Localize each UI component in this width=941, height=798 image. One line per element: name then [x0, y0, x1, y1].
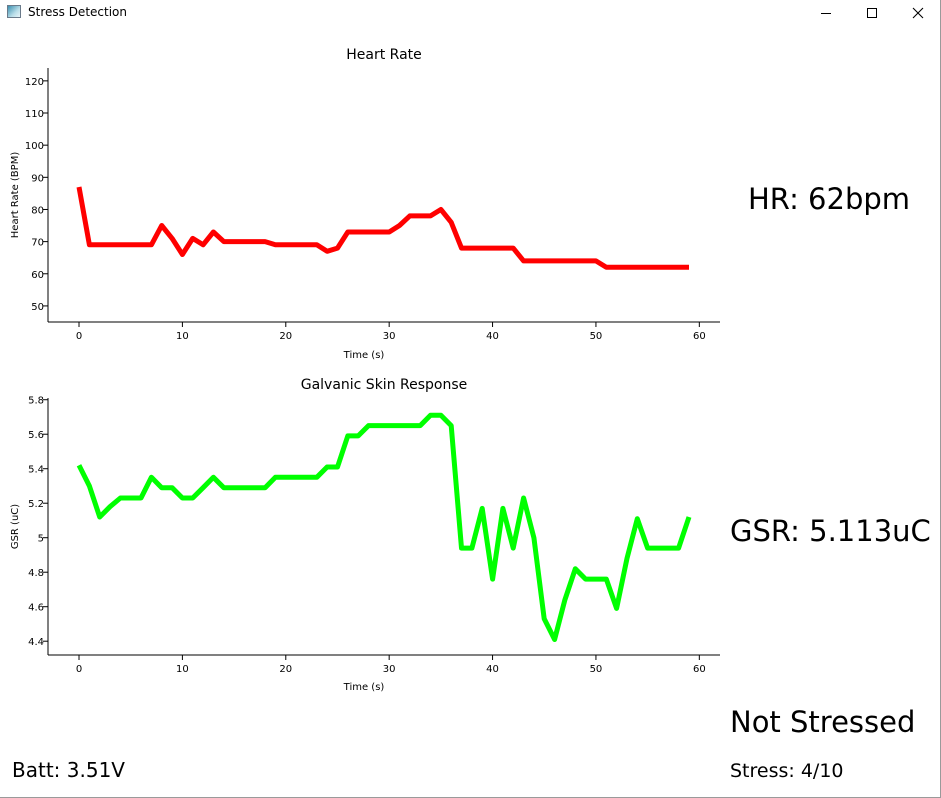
gsr-chart: Galvanic Skin Response 0 10 20 30 40 50 60 4.4 4.…	[10, 377, 720, 693]
gsr-x-tick-label: 10	[176, 664, 189, 675]
gsr-y-tick-label: 4.6	[28, 603, 44, 614]
gsr-chart-title: Galvanic Skin Response	[301, 377, 468, 393]
hr-x-tick-label: 0	[76, 331, 82, 342]
gsr-y-axis-label: GSR (uC)	[10, 504, 21, 549]
window-title: Stress Detection	[28, 5, 127, 19]
hr-x-tick-label: 40	[486, 331, 499, 342]
gsr-y-tick-label: 4.8	[28, 568, 44, 579]
stress-status: Not Stressed	[730, 705, 916, 739]
hr-x-tick-label: 60	[693, 331, 706, 342]
gsr-x-axis-label: Time (s)	[343, 682, 385, 693]
gsr-y-tick-label: 5.6	[28, 430, 44, 441]
gsr-series-line	[76, 412, 692, 642]
gsr-x-tick-label: 30	[383, 664, 396, 675]
minimize-button[interactable]	[803, 0, 849, 26]
hr-y-tick-label: 70	[31, 238, 44, 249]
gsr-x-tick-label: 50	[590, 664, 603, 675]
maximize-button[interactable]	[849, 0, 895, 26]
hr-y-tick-label: 50	[31, 302, 44, 313]
close-button[interactable]	[895, 0, 941, 26]
hr-x-tick-label: 10	[176, 331, 189, 342]
gsr-x-tick-label: 0	[76, 664, 82, 675]
hr-x-axis-label: Time (s)	[343, 350, 385, 361]
heart-rate-chart: Heart Rate 0 10 20 30 40 50 60 50 60 70 80 90 100 110 1…	[10, 47, 720, 361]
gsr-y-tick-label: 5	[38, 534, 44, 545]
stress-score: Stress: 4/10	[730, 760, 844, 782]
hr-y-tick-label: 120	[25, 77, 44, 88]
gsr-x-tick-label: 20	[279, 664, 292, 675]
hr-y-tick-label: 100	[25, 141, 44, 152]
hr-x-tick-label: 20	[279, 331, 292, 342]
hr-chart-title: Heart Rate	[346, 47, 422, 63]
gsr-y-tick-label: 5.2	[28, 499, 44, 510]
title-bar[interactable]: Stress Detection	[0, 0, 941, 26]
battery-readout: Batt: 3.51V	[12, 758, 125, 782]
hr-y-axis-label: Heart Rate (BPM)	[10, 152, 21, 239]
hr-y-tick-label: 110	[25, 109, 44, 120]
hr-series-line	[76, 186, 689, 270]
hr-y-tick-label: 60	[31, 270, 44, 281]
gsr-y-tick-label: 4.4	[28, 637, 44, 648]
gsr-x-tick-label: 40	[486, 664, 499, 675]
maximize-icon	[867, 8, 877, 18]
app-icon	[7, 5, 21, 18]
hr-y-tick-label: 90	[31, 173, 44, 184]
gsr-y-tick-label: 5.4	[28, 465, 44, 476]
minimize-icon	[821, 13, 831, 14]
gsr-readout: GSR: 5.113uC	[730, 514, 931, 548]
hr-x-tick-label: 30	[383, 331, 396, 342]
hr-readout: HR: 62bpm	[748, 182, 911, 216]
gsr-y-tick-label: 5.8	[28, 396, 44, 407]
close-icon	[912, 7, 924, 19]
gsr-x-tick-label: 60	[693, 664, 706, 675]
hr-y-tick-label: 80	[31, 205, 44, 216]
hr-x-tick-label: 50	[590, 331, 603, 342]
